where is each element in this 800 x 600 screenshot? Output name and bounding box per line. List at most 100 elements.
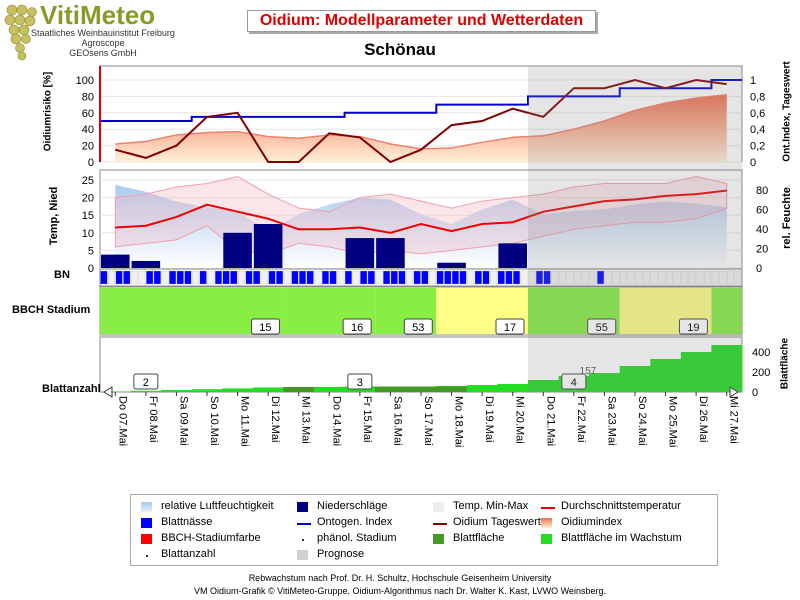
weather-left-tick: 0 (88, 263, 94, 275)
blattnaesse-cell (589, 270, 597, 285)
blattnaesse-cell (566, 270, 574, 285)
blattnaesse-cell (704, 270, 712, 285)
bbch-stage-box (342, 318, 372, 335)
blattnaesse-cell (513, 270, 521, 285)
weather-left-tick: 15 (82, 210, 94, 222)
x-tick-label: Di 19.Mai (483, 396, 495, 442)
blattnaesse-cell (520, 270, 528, 285)
legend-symbol-rh (141, 502, 152, 512)
blattnaesse-cell (184, 270, 192, 285)
legend-label: relative Luftfeuchtigkeit (161, 500, 274, 512)
blattnaesse-cell (711, 270, 719, 285)
legend-symbol-ont (297, 523, 311, 525)
logo-line-3: GEOsens GmbH (69, 48, 137, 58)
weather-ylabel-left: Temp, Nied (48, 186, 60, 246)
blattnaesse-cell (505, 270, 513, 285)
precip-bar (131, 260, 161, 268)
blattnaesse-cell (727, 270, 735, 285)
blattflaeche-bar (130, 390, 162, 392)
legend-symbol-oidx (541, 518, 552, 528)
blattnaesse-cell (436, 270, 444, 285)
blattnaesse-cell (107, 270, 115, 285)
risk-right-tick: 0,6 (750, 108, 765, 120)
blattnaesse-cell (176, 270, 184, 285)
x-tick-label: Mi 13.Mai (300, 396, 312, 444)
blattnaesse-cell (367, 270, 375, 285)
blattnaesse-cell (130, 270, 138, 285)
blattnaesse-cell (390, 270, 398, 285)
leaf-right-tick: 400 (752, 347, 770, 359)
blattnaesse-cell (299, 270, 307, 285)
blattnaesse-cell (673, 270, 681, 285)
blattnaesse-cell (123, 270, 131, 285)
blattnaesse-cell (230, 270, 238, 285)
blattnaesse-cell (604, 270, 612, 285)
blattnaesse-cell (237, 270, 245, 285)
legend-symbol-bbch (141, 534, 152, 544)
legend-label: Durchschnittstemperatur (561, 500, 681, 512)
footer-line-2: VM Oidium-Grafik © VitiMeteo-Gruppe. Oid… (194, 586, 606, 596)
legend-label: Ontogen. Index (317, 516, 393, 528)
blattnaesse-cell (138, 270, 146, 285)
blattanzahl-label: 3 (357, 377, 363, 389)
blattnaesse-cell (291, 270, 299, 285)
blattnaesse-cell (444, 270, 452, 285)
risk-right-tick: 0,2 (750, 141, 765, 153)
blattnaesse-cell (467, 270, 475, 285)
blattnaesse-cell (314, 270, 322, 285)
blattnaesse-cell (321, 270, 329, 285)
legend-label: Oidium Tageswert (453, 516, 541, 528)
blattnaesse-cell (360, 270, 368, 285)
scroll-right-icon (729, 386, 739, 398)
blattflaeche-bar (680, 352, 712, 392)
legend-label: Prognose (317, 548, 365, 560)
bbch-label: BBCH Stadium (12, 304, 91, 316)
blattnaesse-cell (337, 270, 345, 285)
bbch-stage-box (495, 318, 525, 335)
legend-symbol-tavg (541, 507, 555, 509)
footer-line-1: Rebwachstum nach Prof. Dr. H. Schultz, H… (248, 573, 552, 583)
blattnaesse-cell (413, 270, 421, 285)
blattnaesse-cell (696, 270, 704, 285)
blattflaeche-bar (222, 388, 254, 392)
blattnaesse-cell (161, 270, 169, 285)
blattflaeche-bar (711, 345, 743, 392)
oidium-tageswert-line (115, 78, 727, 164)
oidiumindex-area (115, 94, 727, 162)
weather-ylabel-right: rel. Feuchte (781, 187, 793, 249)
precip-bar (437, 262, 466, 268)
oidium-chart: 02040608010000,20,40,60,8105101520250204… (76, 65, 770, 447)
blattnaesse-cell (268, 270, 276, 285)
blattnaesse-cell (650, 270, 658, 285)
bn-panel (99, 268, 743, 287)
blattnaesse-cell (406, 270, 414, 285)
bbch-stage-label: 15 (259, 322, 271, 334)
blattnaesse-cell (490, 270, 498, 285)
blattnaesse-cell (428, 270, 436, 285)
x-tick-label: Sa 23.Mai (605, 396, 617, 446)
blattnaesse-cell (329, 270, 337, 285)
x-tick-label: So 24.Mai (636, 396, 648, 446)
legend-label: phänol. Stadium (317, 532, 397, 544)
weather-right-tick: 20 (756, 243, 768, 255)
blattnaesse-cell (642, 270, 650, 285)
blattnaesse-cell (115, 270, 123, 285)
leaf-extra-label: 157 (580, 366, 597, 377)
blattnaesse-cell (146, 270, 154, 285)
leaf-right-tick: 200 (752, 367, 770, 379)
logo-title: VitiMeteo (40, 0, 156, 30)
blattflaeche-bar (497, 384, 529, 392)
blattnaesse-cell (169, 270, 177, 285)
legend-label: Blattnässe (161, 516, 213, 528)
blattnaesse-cell (352, 270, 360, 285)
x-tick-label: Mo 11.Mai (239, 396, 251, 447)
x-tick-label: Sa 16.Mai (391, 396, 403, 446)
blattnaesse-cell (222, 270, 230, 285)
blattnaesse-cell (497, 270, 505, 285)
x-tick-label: Di 12.Mai (269, 396, 281, 442)
blattnaesse-cell (398, 270, 406, 285)
blattnaesse-cell (558, 270, 566, 285)
risk-left-tick: 80 (82, 91, 94, 103)
legend-label: Temp. Min-Max (453, 500, 529, 512)
chart-title: Oidium: Modellparameter und Wetterdaten (247, 10, 596, 32)
